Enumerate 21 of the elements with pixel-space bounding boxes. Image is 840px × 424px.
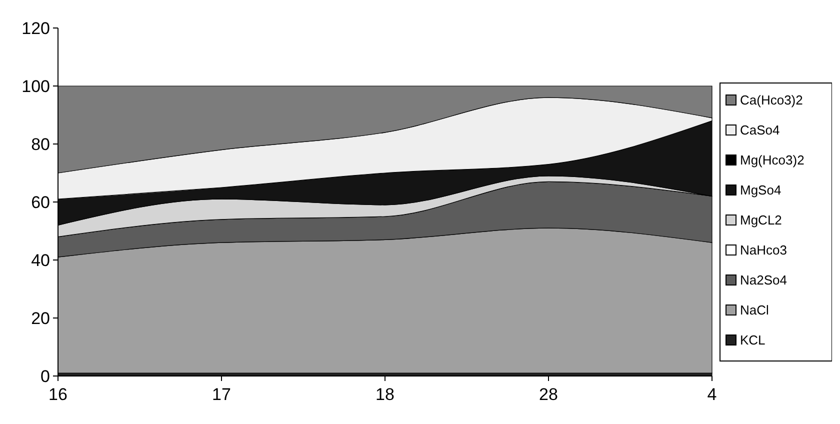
legend-label: MgCL2	[740, 212, 782, 228]
legend-label: KCL	[740, 332, 766, 348]
x-tick-label: 16	[48, 385, 68, 404]
x-tick-label: 17	[212, 385, 231, 404]
legend-label: NaHco3	[740, 242, 787, 258]
y-tick-label: 0	[40, 366, 50, 386]
legend-label: CaSo4	[740, 122, 780, 138]
x-tick-label: 4	[707, 385, 717, 404]
y-tick-label: 60	[31, 192, 50, 212]
y-tick-label: 20	[31, 308, 50, 328]
y-tick-label: 100	[22, 76, 50, 96]
y-tick-label: 40	[31, 250, 50, 270]
legend-label: MgSo4	[740, 182, 782, 198]
x-tick-label: 28	[539, 385, 558, 404]
legend-label: Ca(Hco3)2	[740, 92, 803, 108]
legend-label: Na2So4	[740, 272, 787, 288]
x-tick-label: 18	[376, 385, 394, 404]
legend-label: Mg(Hco3)2	[740, 152, 804, 168]
y-tick-label: 120	[22, 18, 50, 38]
y-tick-label: 80	[31, 134, 50, 154]
legend-label: NaCl	[740, 302, 770, 318]
